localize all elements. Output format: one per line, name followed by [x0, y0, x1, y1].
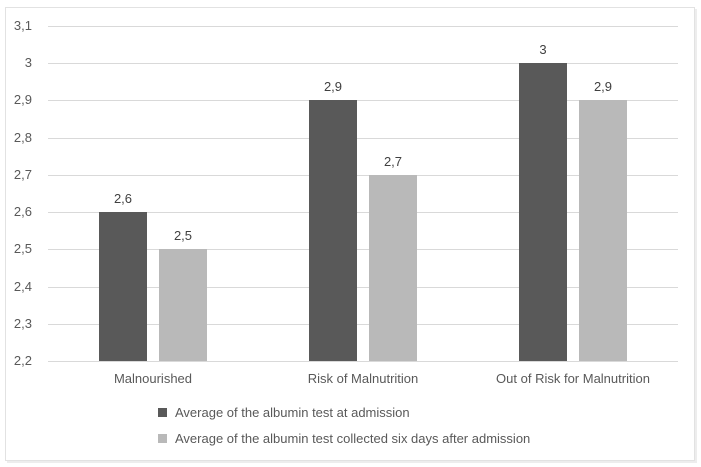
- y-axis-tick-label: 2,6: [13, 204, 32, 219]
- category-label: Risk of Malnutrition: [307, 371, 419, 386]
- gridline: [48, 100, 678, 101]
- bar-value-label: 2,9: [593, 79, 613, 94]
- gridline: [48, 63, 678, 64]
- gridline: [48, 287, 678, 288]
- gridline: [48, 249, 678, 250]
- gridline: [48, 175, 678, 176]
- bar-admission: [99, 212, 147, 361]
- y-axis-tick-label: 2,4: [13, 279, 32, 294]
- gridline: [48, 361, 678, 362]
- legend-item-label: Average of the albumin test collected si…: [175, 431, 531, 446]
- bar-value-label: 2,9: [323, 79, 343, 94]
- category-label: Out of Risk for Malnutrition: [496, 371, 650, 386]
- bar-six-days: [159, 249, 207, 361]
- bar-value-label: 2,7: [383, 154, 403, 169]
- y-axis-tick-label: 2,3: [13, 316, 32, 331]
- bar-admission: [309, 100, 357, 361]
- y-axis-tick-label: 2,7: [13, 167, 32, 182]
- y-axis-tick-label: 2,9: [13, 92, 32, 107]
- bar-six-days: [369, 175, 417, 361]
- gridline: [48, 212, 678, 213]
- chart-frame: 2,6 2,5 2,9 2,7 3 2,9 3,1 3 2,9 2,8 2,7 2,6 2,5 2,4 2…: [5, 7, 695, 461]
- y-axis-tick-label: 3,1: [13, 18, 32, 33]
- y-axis-tick-label: 2,8: [13, 130, 32, 145]
- legend-item: Average of the albumin test collected si…: [158, 431, 530, 446]
- legend-item-label: Average of the albumin test at admission: [175, 405, 410, 420]
- bar-value-label: 2,6: [113, 191, 133, 206]
- y-axis-tick-label: 2,2: [13, 353, 32, 368]
- category-label: Malnourished: [113, 371, 193, 386]
- legend: Average of the albumin test at admission…: [158, 405, 530, 457]
- gridline: [48, 138, 678, 139]
- plot-area: 2,6 2,5 2,9 2,7 3 2,9: [48, 26, 678, 362]
- y-axis-tick-label: 3: [24, 55, 32, 70]
- bar-value-label: 3: [539, 42, 547, 57]
- bar-value-label: 2,5: [173, 228, 193, 243]
- bar-admission: [519, 63, 567, 361]
- y-axis-tick-label: 2,5: [13, 241, 32, 256]
- gridline: [48, 324, 678, 325]
- legend-color-swatch: [158, 434, 167, 443]
- gridline: [48, 26, 678, 27]
- legend-item: Average of the albumin test at admission: [158, 405, 530, 420]
- legend-color-swatch: [158, 408, 167, 417]
- bar-six-days: [579, 100, 627, 361]
